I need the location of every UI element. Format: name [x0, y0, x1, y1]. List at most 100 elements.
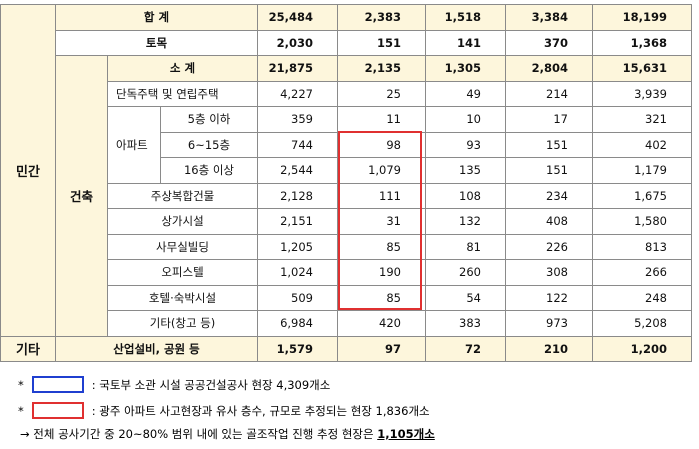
note: * : 국토부 소관 시설 공공건설공사 현장 4,309개소 [18, 376, 330, 393]
cell-value: 1,024 [257, 259, 338, 286]
legend-box [31, 402, 84, 419]
table-row: 건축 소 계 21,875 2,135 1,305 2,804 15,631 [1, 55, 692, 337]
row-label: 토목 [55, 29, 258, 56]
cell-value: 141 [425, 29, 506, 56]
cell-value: 370 [505, 29, 593, 56]
cell-value: 321 [592, 106, 692, 133]
row-label: 기타(창고 등) [107, 310, 258, 337]
cell-value: 85 [337, 284, 426, 311]
note: * : 광주 아파트 사고현장과 유사 층수, 규모로 추정되는 현장 1,83… [18, 402, 430, 419]
cell-value: 226 [505, 233, 593, 260]
row-label: 오피스텔 [107, 259, 258, 286]
note-marker: * [18, 403, 24, 418]
cell-value: 6,984 [257, 310, 338, 337]
cell-value: 93 [425, 131, 506, 158]
cell-value: 135 [425, 157, 506, 184]
cell-value: 1,579 [257, 335, 338, 362]
cell-value: 383 [425, 310, 506, 337]
cell-value: 248 [592, 284, 692, 311]
table-row: 단독주택 및 연립주택 4,227 25 49 214 3,939 [1, 80, 692, 107]
cell-value: 85 [337, 233, 426, 260]
row-label: 주상복합건물 [107, 182, 258, 209]
cell-value: 4,227 [257, 80, 338, 107]
table-row: 상가시설 2,151 31 132 408 1,580 [1, 208, 692, 235]
cell-value: 18,199 [592, 4, 692, 31]
row-label: 16층 이상 [160, 157, 258, 184]
row-label: 소 계 [107, 55, 258, 82]
cell-value: 5,208 [592, 310, 692, 337]
conclusion: → 전체 공사기간 중 20~80% 범위 내에 있는 골조작업 진행 추정 현… [20, 426, 435, 442]
table-row: 오피스텔 1,024 190 260 308 266 [1, 259, 692, 286]
cell-value: 1,305 [425, 55, 506, 82]
cell-value: 2,135 [337, 55, 426, 82]
cell-value: 111 [337, 182, 426, 209]
cell-value: 2,544 [257, 157, 338, 184]
row-label: 단독주택 및 연립주택 [107, 80, 258, 107]
cell-value: 151 [337, 29, 426, 56]
row-label: 합 계 [55, 4, 258, 31]
cell-value: 2,383 [337, 4, 426, 31]
cell-value: 151 [505, 131, 593, 158]
cell-value: 1,205 [257, 233, 338, 260]
cell-value: 81 [425, 233, 506, 260]
cell-value: 210 [505, 335, 593, 362]
cell-value: 973 [505, 310, 593, 337]
cell-value: 402 [592, 131, 692, 158]
cell-value: 744 [257, 131, 338, 158]
row-label: 5층 이하 [160, 106, 258, 133]
table-row: 기타(창고 등) 6,984 420 383 973 5,208 [1, 310, 692, 337]
table-row: 토목 2,030 151 141 370 1,368 [1, 29, 692, 56]
group-label: 민간 [0, 4, 56, 337]
table-row: 주상복합건물 2,128 111 108 234 1,675 [1, 182, 692, 209]
row-label: 사무실빌딩 [107, 233, 258, 260]
cell-value: 25 [337, 80, 426, 107]
cell-value: 266 [592, 259, 692, 286]
cell-value: 21,875 [257, 55, 338, 82]
note-text: : 광주 아파트 사고현장과 유사 층수, 규모로 추정되는 현장 1,836개… [91, 403, 430, 418]
cell-value: 17 [505, 106, 593, 133]
cell-value: 132 [425, 208, 506, 235]
cell-value: 15,631 [592, 55, 692, 82]
cell-value: 54 [425, 284, 506, 311]
legend-box [31, 376, 84, 393]
row-label: 호텔·숙박시설 [107, 284, 258, 311]
cell-value: 1,580 [592, 208, 692, 235]
note-marker: * [18, 377, 24, 392]
row-label: 산업설비, 공원 등 [55, 335, 258, 362]
note-text: : 국토부 소관 시설 공공건설공사 현장 4,309개소 [91, 377, 331, 392]
data-table: 민간 합 계 25,484 2,383 1,518 3,384 18,199 토목 2,030 1… [0, 4, 692, 362]
cell-value: 1,368 [592, 29, 692, 56]
row-label: 상가시설 [107, 208, 258, 235]
cell-value: 2,128 [257, 182, 338, 209]
cell-value: 234 [505, 182, 593, 209]
cell-value: 813 [592, 233, 692, 260]
cell-value: 3,384 [505, 4, 593, 31]
cell-value: 509 [257, 284, 338, 311]
cell-value: 2,151 [257, 208, 338, 235]
cell-value: 408 [505, 208, 593, 235]
cell-value: 359 [257, 106, 338, 133]
group-label: 아파트 [107, 106, 161, 184]
cell-value: 260 [425, 259, 506, 286]
cell-value: 308 [505, 259, 593, 286]
cell-value: 49 [425, 80, 506, 107]
cell-value: 11 [337, 106, 426, 133]
cell-value: 214 [505, 80, 593, 107]
cell-value: 151 [505, 157, 593, 184]
cell-value: 10 [425, 106, 506, 133]
cell-value: 420 [337, 310, 426, 337]
cell-value: 1,179 [592, 157, 692, 184]
table-row: 호텔·숙박시설 509 85 54 122 248 [1, 284, 692, 311]
cell-value: 2,804 [505, 55, 593, 82]
table-row: 기타 산업설비, 공원 등 1,579 97 72 210 1,200 [0, 335, 692, 362]
table-row: 16층 이상 2,544 1,079 135 151 1,179 [1, 157, 692, 184]
group-label: 기타 [0, 335, 56, 362]
table-row: 민간 합 계 25,484 2,383 1,518 3,384 18,199 [0, 4, 692, 337]
group-label: 건축 [55, 55, 108, 337]
cell-value: 2,030 [257, 29, 338, 56]
conclusion-text: → 전체 공사기간 중 20~80% 범위 내에 있는 골조작업 진행 추정 현… [20, 427, 374, 441]
cell-value: 72 [425, 335, 506, 362]
cell-value: 122 [505, 284, 593, 311]
cell-value: 1,518 [425, 4, 506, 31]
